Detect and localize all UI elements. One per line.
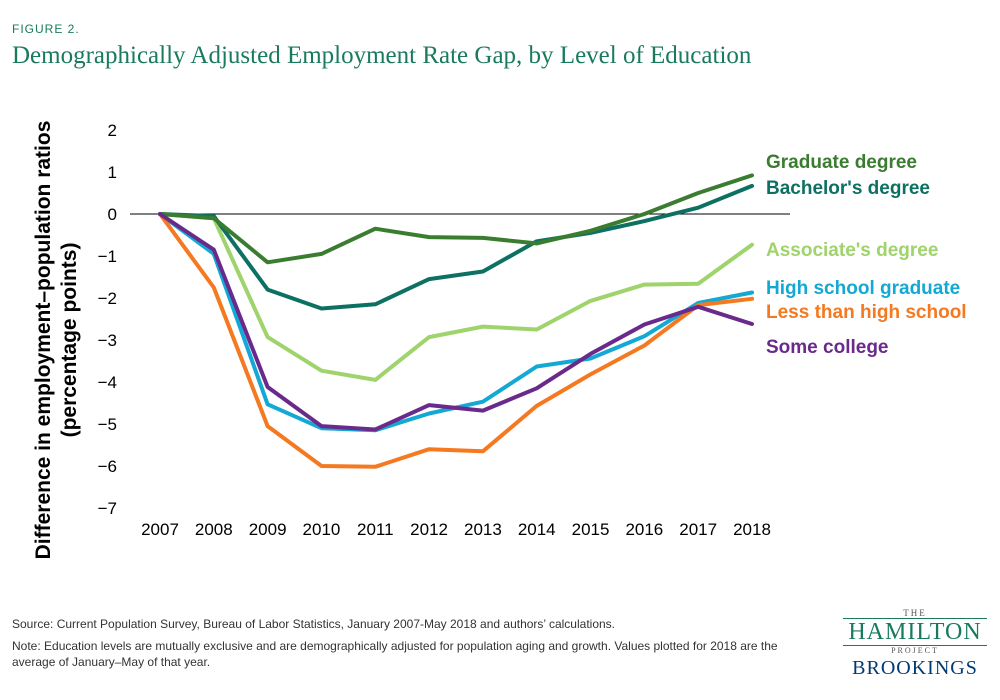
y-tick-label: 1	[108, 163, 117, 182]
series-line-graduate	[158, 173, 754, 265]
legend-label-associates: Associate's degree	[766, 240, 938, 261]
logo-hamilton: HAMILTON	[843, 618, 987, 646]
y-axis: 2 1 0 −1 −2 −3 −4 −5 −6 −7	[98, 121, 117, 518]
x-tick-label: 2011	[357, 520, 394, 539]
legend-label-some_college: Some college	[766, 337, 889, 358]
y-tick-label: −5	[98, 415, 117, 434]
x-axis: 2007 2008 2009 2010 2011 2012 2013 2014 2015 2016…	[141, 520, 771, 539]
x-tick-label: 2014	[518, 520, 556, 539]
y-tick-label: 2	[108, 121, 117, 140]
x-tick-label: 2008	[195, 520, 233, 539]
x-tick-label: 2016	[625, 520, 663, 539]
x-tick-label: 2017	[679, 520, 717, 539]
x-tick-label: 2009	[249, 520, 287, 539]
x-tick-label: 2007	[141, 520, 179, 539]
x-tick-label: 2012	[410, 520, 448, 539]
legend-label-less_than_hs: Less than high school	[766, 302, 967, 323]
legend-label-graduate: Graduate degree	[766, 152, 917, 173]
x-tick-label: 2015	[572, 520, 610, 539]
y-tick-label: −4	[98, 373, 117, 392]
x-tick-label: 2018	[733, 520, 771, 539]
legend: Graduate degree Bachelor's degree Associat…	[766, 152, 967, 358]
y-tick-label: 0	[108, 205, 117, 224]
x-tick-label: 2013	[464, 520, 502, 539]
y-tick-label: −7	[98, 499, 117, 518]
hamilton-brookings-logo: THE HAMILTON PROJECT BROOKINGS	[835, 608, 995, 680]
y-axis-label: Difference in employment–population rati…	[32, 121, 81, 560]
series-line-some_college	[158, 212, 754, 432]
series-line-bachelors	[158, 183, 754, 311]
logo-brookings: BROOKINGS	[852, 657, 978, 679]
series-lines	[158, 173, 754, 469]
line-chart: Difference in employment–population rati…	[32, 121, 967, 560]
figure-label: FIGURE 2.	[12, 22, 80, 36]
footnote: Note: Education levels are mutually excl…	[12, 639, 778, 669]
logo-project: PROJECT	[891, 646, 939, 655]
x-tick-label: 2010	[303, 520, 341, 539]
chart-title: Demographically Adjusted Employment Rate…	[12, 42, 752, 69]
legend-label-high_school: High school graduate	[766, 278, 960, 299]
series-line-less_than_hs	[158, 212, 754, 469]
y-axis-title: Difference in employment–population rati…	[32, 121, 81, 560]
y-tick-label: −3	[98, 331, 117, 350]
y-tick-label: −2	[98, 289, 117, 308]
y-tick-label: −1	[98, 247, 117, 266]
series-line-associates	[158, 212, 754, 382]
logo-the: THE	[903, 608, 927, 618]
y-tick-label: −6	[98, 457, 117, 476]
legend-label-bachelors: Bachelor's degree	[766, 178, 930, 199]
source-note: Source: Current Population Survey, Burea…	[12, 617, 616, 631]
